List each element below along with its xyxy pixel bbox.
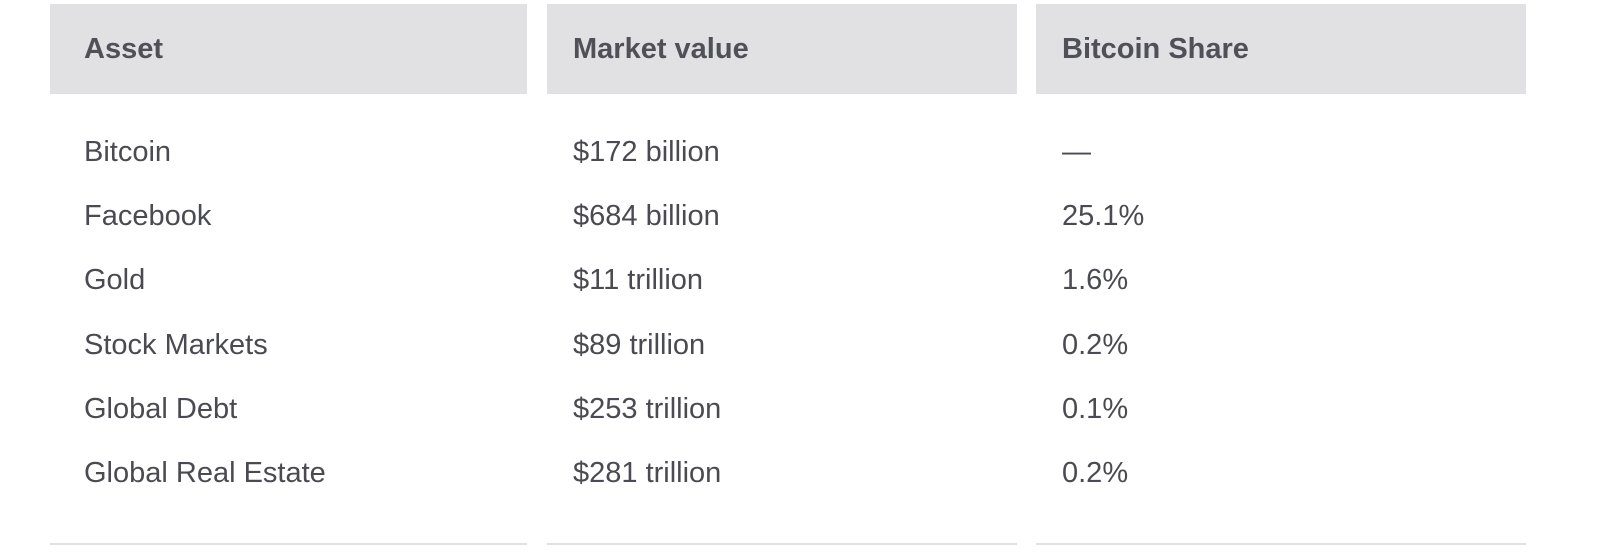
table-cell-market-value: $11 trillion [573, 264, 704, 297]
table-cell-bitcoin-share: 1.6% [1062, 264, 1129, 297]
bitcoin-share-cells: — 25.1% 1.6% 0.2% 0.1% 0.2% [1036, 120, 1526, 505]
table-cell-bitcoin-share: 0.1% [1062, 392, 1129, 425]
column-header-bitcoin-share: Bitcoin Share [1036, 4, 1526, 94]
column-divider [1036, 543, 1526, 545]
table-cell-asset: Stock Markets [84, 328, 268, 361]
table-cell-bitcoin-share: 0.2% [1062, 456, 1129, 489]
column-divider [547, 543, 1017, 545]
column-header-asset: Asset [50, 4, 527, 94]
table-cell-asset: Global Debt [84, 392, 238, 425]
asset-column: Asset Bitcoin Facebook Gold Stock Market… [50, 4, 527, 554]
table-cell-bitcoin-share: 0.2% [1062, 328, 1129, 361]
bitcoin-share-column: Bitcoin Share — 25.1% 1.6% 0.2% 0.1% 0.2… [1036, 4, 1526, 554]
table-cell-bitcoin-share: 25.1% [1062, 200, 1145, 233]
table-cell-market-value: $281 trillion [573, 456, 722, 489]
table-cell-asset: Bitcoin [84, 136, 172, 168]
column-header-market-value: Market value [547, 4, 1017, 94]
table-cell-market-value: $684 billion [573, 200, 720, 233]
table-cell-market-value: $172 billion [573, 136, 720, 168]
asset-cells: Bitcoin Facebook Gold Stock Markets Glob… [50, 120, 527, 505]
table-cell-asset: Facebook [84, 200, 212, 233]
column-divider [50, 543, 527, 545]
table-cell-asset: Gold [84, 264, 146, 297]
table-cell-market-value: $89 trillion [573, 328, 706, 361]
table-cell-market-value: $253 trillion [573, 392, 722, 425]
table-cell-bitcoin-share: — [1062, 136, 1091, 168]
market-value-column: Market value $172 billion $684 billion $… [547, 4, 1017, 554]
market-value-cells: $172 billion $684 billion $11 trillion $… [547, 120, 1017, 505]
table-cell-asset: Global Real Estate [84, 456, 326, 489]
